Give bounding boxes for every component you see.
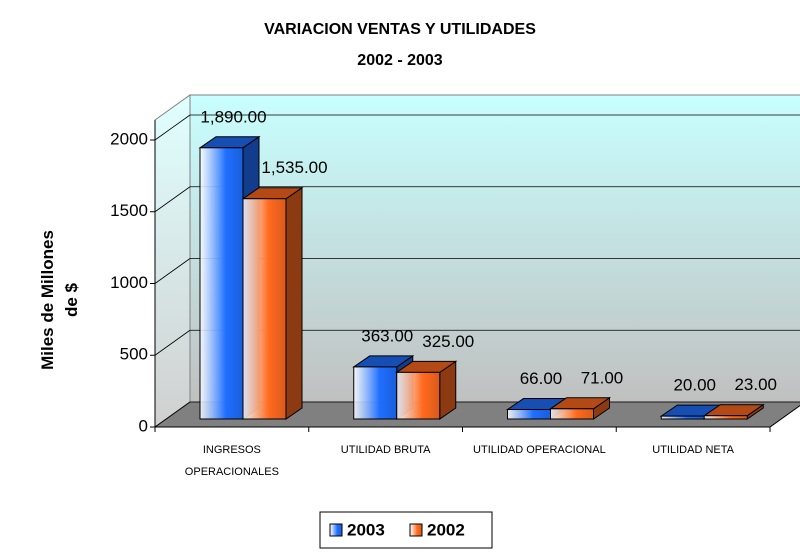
grid-line-side: [154, 114, 191, 141]
legend-label: 2003: [347, 520, 385, 539]
bar: [550, 408, 594, 420]
value-label: 325.00: [422, 332, 474, 351]
x-tick-label: UTILIDAD OPERACIONAL: [473, 444, 606, 456]
value-label: 20.00: [673, 376, 716, 395]
x-tick-label: UTILIDAD NETA: [652, 444, 734, 456]
chart-title: VARIACION VENTAS Y UTILIDADES: [264, 21, 536, 38]
legend-swatch: [329, 523, 343, 537]
bar: [353, 366, 398, 420]
y-tick-label: 500: [120, 345, 148, 364]
value-label: 23.00: [734, 375, 777, 394]
bar: [703, 415, 748, 420]
x-tick-label: UTILIDAD BRUTA: [340, 444, 431, 456]
x-tick-label: INGRESOS OPERACIONALES: [184, 444, 279, 478]
y-tick-label: 2000: [110, 129, 148, 148]
bar: [242, 198, 287, 420]
bar: [396, 371, 441, 420]
y-tick-label: 0: [139, 416, 148, 435]
legend-box: [319, 511, 493, 549]
legend-swatch: [409, 523, 423, 537]
y-axis-label: Miles de Millones de $: [38, 230, 81, 370]
chart-subtitle: 2002 - 2003: [357, 52, 443, 69]
grid-line-side: [154, 258, 191, 284]
value-label: 71.00: [581, 368, 624, 387]
bar: [507, 409, 551, 420]
bar: [199, 147, 244, 420]
y-tick-label: 1000: [110, 273, 148, 292]
grid-line-side: [154, 401, 191, 428]
value-label: 1,535.00: [261, 158, 327, 177]
grid-line-side: [154, 186, 191, 213]
y-tick-label: 1500: [110, 201, 148, 220]
value-label: 363.00: [361, 326, 413, 345]
bar: [660, 415, 705, 420]
x-axis-depth: [769, 404, 800, 428]
legend-label: 2002: [427, 520, 465, 539]
value-label: 1,890.00: [200, 107, 266, 126]
value-label: 66.00: [520, 369, 563, 388]
side-wall: [154, 94, 191, 428]
bar-side: [285, 186, 303, 420]
grid-line-side: [154, 329, 191, 356]
